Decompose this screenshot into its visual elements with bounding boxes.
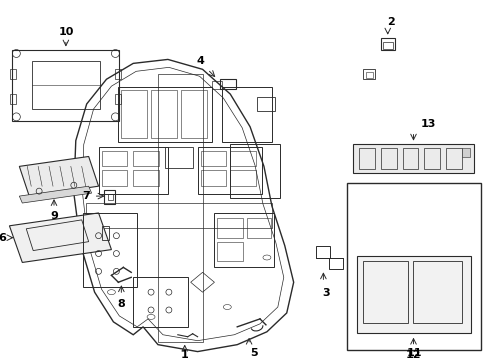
Polygon shape: [20, 186, 91, 203]
Bar: [230, 170, 256, 186]
Bar: [200, 170, 226, 186]
Bar: [181, 90, 206, 138]
Bar: [133, 170, 159, 186]
Bar: [402, 148, 418, 169]
Bar: [365, 72, 372, 78]
Bar: [230, 150, 256, 166]
Bar: [217, 218, 243, 238]
Bar: [346, 183, 480, 350]
Text: 8: 8: [117, 299, 125, 309]
Bar: [220, 79, 236, 89]
Text: 10: 10: [58, 27, 73, 37]
Text: 6: 6: [0, 233, 6, 243]
Bar: [445, 148, 461, 169]
Bar: [412, 261, 461, 323]
Bar: [358, 148, 374, 169]
Bar: [328, 257, 343, 269]
Text: 9: 9: [50, 211, 58, 221]
Text: 3: 3: [322, 288, 329, 298]
Bar: [212, 81, 222, 89]
Bar: [102, 226, 109, 240]
Bar: [10, 69, 16, 79]
Bar: [380, 38, 394, 50]
Bar: [200, 150, 226, 166]
Bar: [102, 150, 127, 166]
Text: 4: 4: [196, 57, 204, 66]
Bar: [118, 87, 212, 141]
Bar: [115, 94, 121, 104]
Bar: [108, 194, 113, 200]
Bar: [12, 50, 119, 121]
Bar: [257, 97, 274, 111]
Bar: [121, 90, 147, 138]
Bar: [380, 148, 396, 169]
Bar: [115, 69, 121, 79]
Polygon shape: [9, 213, 111, 262]
Bar: [151, 90, 177, 138]
Bar: [103, 190, 115, 204]
Bar: [362, 69, 374, 79]
Bar: [246, 218, 270, 238]
Bar: [214, 213, 273, 267]
Polygon shape: [352, 144, 473, 173]
Bar: [316, 246, 329, 257]
Bar: [133, 150, 159, 166]
Bar: [32, 62, 100, 109]
Bar: [133, 277, 187, 327]
Bar: [217, 242, 243, 261]
Bar: [424, 148, 439, 169]
Bar: [164, 147, 192, 168]
Text: 11: 11: [406, 347, 421, 357]
Bar: [222, 87, 271, 141]
Bar: [356, 256, 470, 333]
Bar: [197, 147, 262, 194]
Text: 5: 5: [250, 347, 257, 357]
Bar: [382, 42, 392, 49]
Bar: [82, 213, 137, 287]
Text: 1: 1: [181, 350, 188, 360]
Text: 2: 2: [386, 17, 394, 27]
Bar: [461, 148, 469, 157]
Text: 7: 7: [81, 191, 89, 201]
Bar: [230, 144, 279, 198]
Text: 13: 13: [420, 119, 435, 129]
Text: 12: 12: [405, 350, 420, 360]
Bar: [362, 261, 407, 323]
Bar: [102, 170, 127, 186]
Bar: [10, 94, 16, 104]
Polygon shape: [20, 157, 99, 196]
Bar: [99, 147, 167, 194]
